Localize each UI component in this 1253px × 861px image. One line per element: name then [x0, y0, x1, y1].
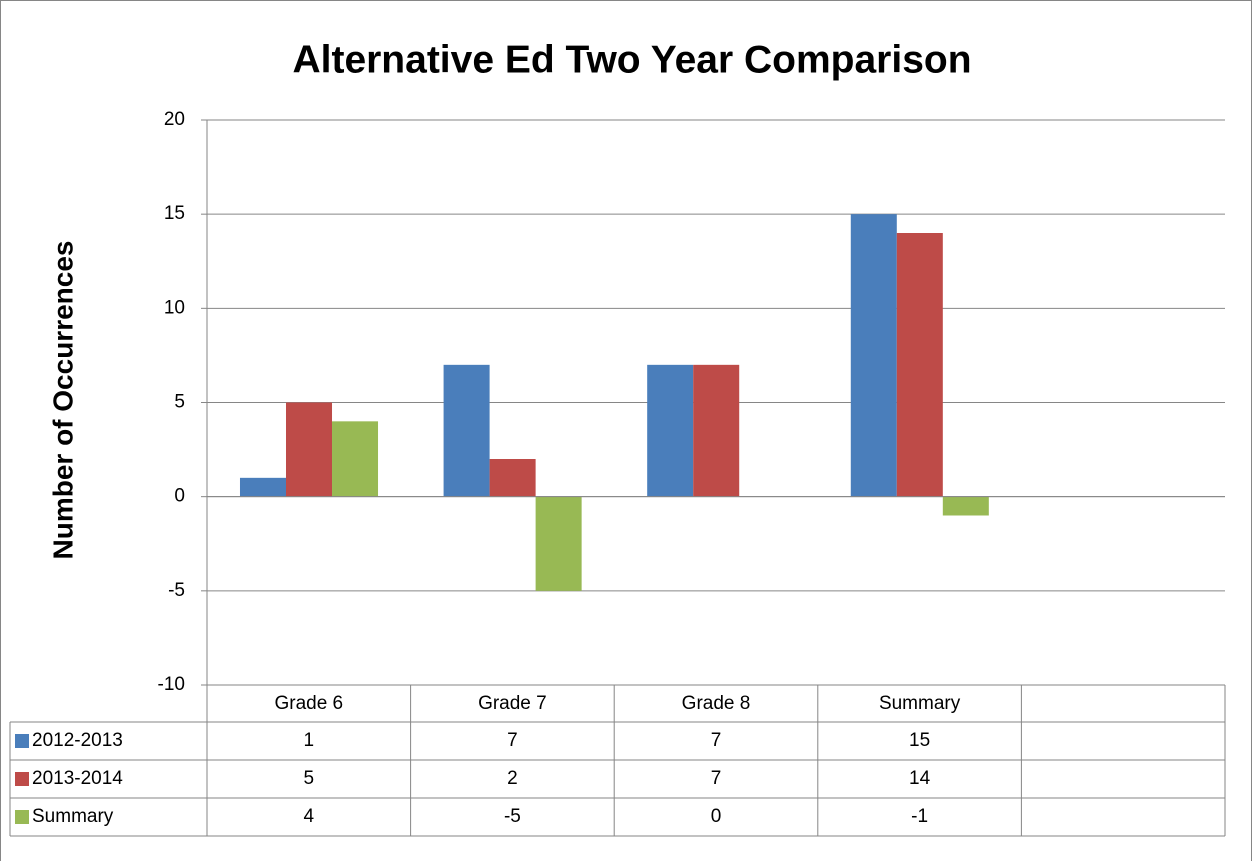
bar	[332, 421, 379, 497]
table-value: 7	[507, 730, 518, 751]
table-value: 7	[711, 768, 722, 789]
bar	[693, 364, 740, 497]
legend-label: 2013-2014	[32, 768, 123, 789]
x-tick-label: Grade 6	[274, 693, 343, 714]
x-tick-label: Grade 8	[682, 693, 751, 714]
table-value: 15	[909, 730, 930, 751]
table-value: 14	[909, 768, 931, 789]
bar	[647, 364, 694, 497]
bar	[850, 214, 897, 497]
y-tick-label: -5	[168, 580, 185, 601]
y-tick-label: 20	[164, 109, 185, 130]
x-tick-label: Grade 7	[478, 693, 547, 714]
bar	[896, 233, 943, 497]
chart-title: Alternative Ed Two Year Comparison	[292, 38, 971, 81]
table-value: 1	[304, 730, 315, 751]
table-value: 4	[304, 806, 315, 827]
legend-swatch	[15, 734, 29, 748]
legend-swatch	[15, 772, 29, 786]
legend-label: Summary	[32, 806, 114, 827]
table-value: 7	[711, 730, 722, 751]
y-tick-label: 10	[164, 297, 185, 318]
bar	[942, 496, 989, 516]
y-tick-label: -10	[158, 674, 185, 695]
x-tick-label: Summary	[879, 693, 961, 714]
table-value: -1	[911, 806, 928, 827]
bar	[285, 402, 333, 497]
bar	[443, 364, 490, 497]
table-value: 0	[711, 806, 722, 827]
bar	[489, 459, 536, 497]
table-value: 5	[304, 768, 315, 789]
table-value: 2	[507, 768, 518, 789]
y-tick-label: 0	[174, 486, 185, 507]
bar	[535, 496, 582, 591]
legend-label: 2012-2013	[32, 730, 123, 751]
y-tick-label: 15	[164, 203, 185, 224]
legend-swatch	[15, 810, 29, 824]
y-axis-label: Number of Occurrences	[47, 241, 78, 560]
y-tick-label: 5	[174, 392, 185, 413]
bar	[239, 477, 286, 497]
table-value: -5	[504, 806, 521, 827]
